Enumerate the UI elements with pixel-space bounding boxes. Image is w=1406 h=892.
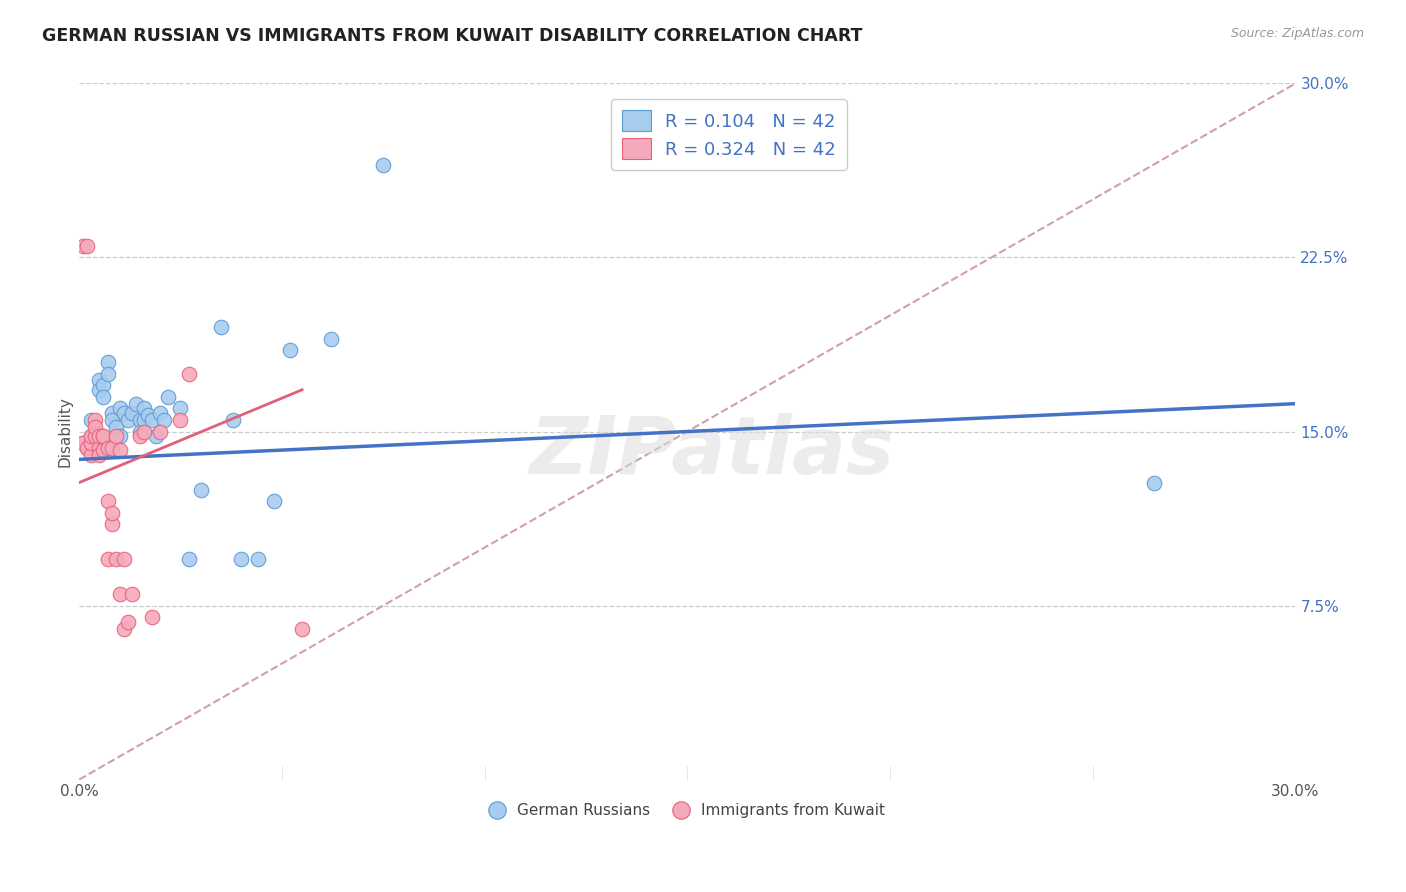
Point xyxy=(121,587,143,601)
Text: ZIPatlas: ZIPatlas xyxy=(529,413,894,491)
Point xyxy=(89,374,111,388)
Point xyxy=(93,429,115,443)
Point xyxy=(96,441,118,455)
Point xyxy=(112,622,135,636)
Point xyxy=(153,413,176,427)
Point xyxy=(80,436,103,450)
Point xyxy=(132,401,155,416)
Point xyxy=(222,413,245,427)
Point xyxy=(89,429,111,443)
Point xyxy=(278,343,301,358)
Point xyxy=(129,429,152,443)
Point xyxy=(121,406,143,420)
Point xyxy=(96,355,118,369)
Point xyxy=(104,420,127,434)
Point xyxy=(93,429,115,443)
Point xyxy=(80,429,103,443)
Point xyxy=(319,332,342,346)
Point xyxy=(157,390,180,404)
Point xyxy=(136,409,159,423)
Point xyxy=(96,367,118,381)
Point xyxy=(108,429,131,443)
Point xyxy=(89,441,111,455)
Point xyxy=(84,420,107,434)
Point xyxy=(72,436,94,450)
Point xyxy=(76,441,98,455)
Point xyxy=(125,397,148,411)
Point xyxy=(76,441,98,455)
Point xyxy=(96,552,118,566)
Point xyxy=(149,406,172,420)
Point xyxy=(100,406,122,420)
Point xyxy=(84,413,107,427)
Point xyxy=(100,517,122,532)
Point xyxy=(100,413,122,427)
Point xyxy=(129,425,152,439)
Point xyxy=(80,429,103,443)
Point xyxy=(129,413,152,427)
Point xyxy=(291,622,314,636)
Point xyxy=(231,552,253,566)
Point xyxy=(132,413,155,427)
Point xyxy=(80,413,103,427)
Point xyxy=(93,390,115,404)
Point xyxy=(96,494,118,508)
Point xyxy=(93,378,115,392)
Legend: German Russians, Immigrants from Kuwait: German Russians, Immigrants from Kuwait xyxy=(484,797,891,824)
Point xyxy=(209,320,232,334)
Point xyxy=(1142,475,1164,490)
Point xyxy=(84,425,107,439)
Text: Source: ZipAtlas.com: Source: ZipAtlas.com xyxy=(1230,27,1364,40)
Point xyxy=(80,448,103,462)
Point xyxy=(177,367,200,381)
Point xyxy=(93,443,115,458)
Point xyxy=(373,158,395,172)
Point xyxy=(100,506,122,520)
Point xyxy=(117,615,139,629)
Point xyxy=(117,413,139,427)
Point xyxy=(246,552,269,566)
Point xyxy=(84,429,107,443)
Point xyxy=(108,587,131,601)
Point xyxy=(100,441,122,455)
Point xyxy=(72,239,94,253)
Point xyxy=(89,448,111,462)
Point xyxy=(141,413,163,427)
Point xyxy=(177,552,200,566)
Point xyxy=(169,413,191,427)
Point xyxy=(190,483,212,497)
Point xyxy=(145,429,167,443)
Point xyxy=(104,429,127,443)
Point xyxy=(112,406,135,420)
Point xyxy=(89,383,111,397)
Point xyxy=(263,494,285,508)
Point xyxy=(76,239,98,253)
Point xyxy=(72,436,94,450)
Y-axis label: Disability: Disability xyxy=(58,396,72,467)
Point xyxy=(108,443,131,458)
Point xyxy=(141,610,163,624)
Point xyxy=(104,552,127,566)
Point xyxy=(112,552,135,566)
Point xyxy=(149,425,172,439)
Point xyxy=(169,401,191,416)
Point xyxy=(132,425,155,439)
Text: GERMAN RUSSIAN VS IMMIGRANTS FROM KUWAIT DISABILITY CORRELATION CHART: GERMAN RUSSIAN VS IMMIGRANTS FROM KUWAIT… xyxy=(42,27,863,45)
Point xyxy=(108,401,131,416)
